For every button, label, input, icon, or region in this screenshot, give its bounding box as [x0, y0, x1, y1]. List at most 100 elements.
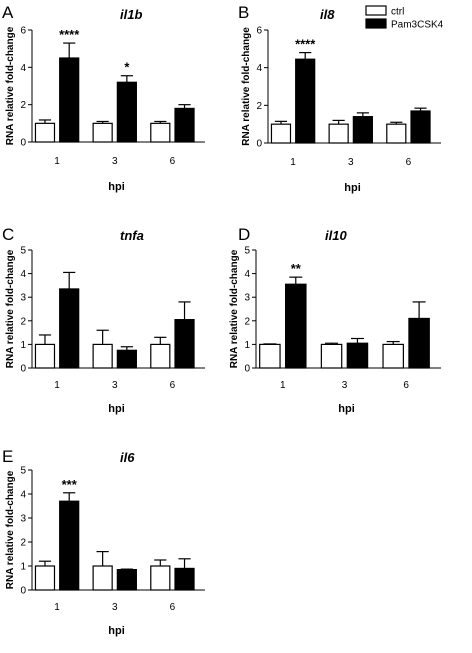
y-tick-label: 3 [20, 514, 26, 525]
y-tick-label: 0 [20, 586, 26, 597]
significance-label: ** [291, 261, 302, 276]
significance-label: *** [62, 477, 78, 492]
y-tick-label: 0 [256, 139, 262, 150]
x-axis-label: hpi [108, 403, 125, 415]
bar-pam3csk4-1 [59, 57, 80, 143]
y-tick-label: 2 [20, 100, 26, 111]
x-tick-label: 1 [290, 157, 296, 168]
significance-label: **** [59, 27, 80, 42]
x-tick-label: 6 [170, 602, 176, 613]
y-tick-label: 5 [244, 246, 250, 257]
x-tick-label: 6 [170, 156, 176, 167]
y-tick-label: 0 [20, 364, 26, 375]
y-tick-label: 5 [20, 246, 26, 257]
y-tick-label: 2 [244, 316, 250, 327]
bar-pam3csk4-6 [408, 317, 430, 369]
bar-ctrl-1 [270, 123, 292, 144]
x-tick-label: 6 [403, 380, 409, 391]
bar-ctrl-3 [328, 123, 349, 144]
y-tick-label: 4 [20, 490, 26, 501]
legend: ctrl Pam3CSK4 [365, 5, 444, 31]
y-tick-label: 0 [20, 138, 26, 149]
x-tick-label: 3 [112, 380, 118, 391]
bar-ctrl-3 [92, 343, 113, 369]
legend-swatch-ctrl [365, 5, 387, 16]
bar-ctrl-6 [150, 122, 171, 143]
x-tick-label: 6 [170, 380, 176, 391]
y-tick-label: 3 [20, 293, 26, 304]
y-tick-label: 0 [244, 364, 250, 375]
y-axis-label: RNA relative fold-change [229, 249, 240, 368]
bar-pam3csk4-1 [59, 288, 80, 369]
bar-ctrl-3 [92, 122, 113, 143]
bar-ctrl-1 [34, 343, 56, 369]
panel-letter: D [238, 225, 250, 244]
y-tick-label: 2 [256, 101, 262, 112]
bar-ctrl-3 [92, 565, 113, 591]
bar-pam3csk4-3 [116, 81, 137, 143]
panel-letter: A [2, 3, 14, 22]
x-axis-label: hpi [108, 625, 125, 637]
bar-ctrl-6 [150, 343, 171, 369]
y-tick-label: 1 [20, 562, 26, 573]
y-tick-label: 4 [256, 63, 262, 74]
x-tick-label: 1 [54, 156, 60, 167]
y-axis-label: RNA relative fold-change [5, 470, 16, 589]
y-axis-label: RNA relative fold-change [241, 27, 252, 146]
y-tick-label: 3 [244, 293, 250, 304]
x-tick-label: 3 [112, 602, 118, 613]
bar-pam3csk4-1 [59, 500, 80, 591]
bar-pam3csk4-6 [174, 567, 195, 591]
y-axis-label: RNA relative fold-change [5, 26, 16, 145]
legend-label-ctrl: ctrl [391, 7, 404, 18]
y-tick-label: 2 [20, 538, 26, 549]
significance-label: * [124, 60, 130, 75]
y-tick-label: 2 [20, 316, 26, 327]
bar-pam3csk4-3 [116, 568, 137, 591]
y-tick-label: 6 [256, 26, 262, 37]
y-tick-label: 1 [20, 340, 26, 351]
x-axis-label: hpi [108, 181, 125, 193]
x-tick-label: 3 [342, 380, 348, 391]
bar-pam3csk4-6 [174, 319, 195, 369]
bar-ctrl-1 [34, 565, 56, 591]
panel-title: tnfa [120, 228, 144, 243]
bar-pam3csk4-3 [352, 116, 373, 144]
panel-title: il8 [320, 7, 335, 22]
x-axis-label: hpi [344, 182, 361, 194]
significance-label: **** [295, 37, 316, 52]
y-tick-label: 1 [244, 340, 250, 351]
x-tick-label: 3 [112, 156, 118, 167]
bar-ctrl-1 [34, 122, 56, 143]
bar-ctrl-3 [320, 343, 343, 369]
x-tick-label: 3 [348, 157, 354, 168]
x-tick-label: 1 [54, 602, 60, 613]
legend-swatch-pam3csk4 [365, 18, 387, 29]
panel-letter: B [238, 3, 249, 22]
bar-ctrl-6 [386, 123, 407, 144]
bar-pam3csk4-1 [295, 58, 316, 144]
y-axis-label: RNA relative fold-change [5, 249, 16, 368]
bar-pam3csk4-1 [285, 283, 307, 369]
y-tick-label: 4 [20, 63, 26, 74]
panel-title: il10 [325, 228, 347, 243]
bar-pam3csk4-6 [174, 107, 195, 143]
bar-pam3csk4-3 [346, 342, 369, 369]
x-tick-label: 1 [54, 380, 60, 391]
panel-title: il6 [120, 450, 135, 465]
legend-label-pam3csk4: Pam3CSK4 [391, 20, 444, 31]
bar-pam3csk4-6 [410, 110, 431, 144]
y-tick-label: 5 [20, 466, 26, 477]
y-tick-label: 6 [20, 26, 26, 37]
x-tick-label: 6 [406, 157, 412, 168]
panel-letter: E [2, 447, 13, 466]
panel-title: il1b [120, 7, 142, 22]
y-tick-label: 4 [20, 269, 26, 280]
bar-ctrl-6 [382, 343, 404, 369]
